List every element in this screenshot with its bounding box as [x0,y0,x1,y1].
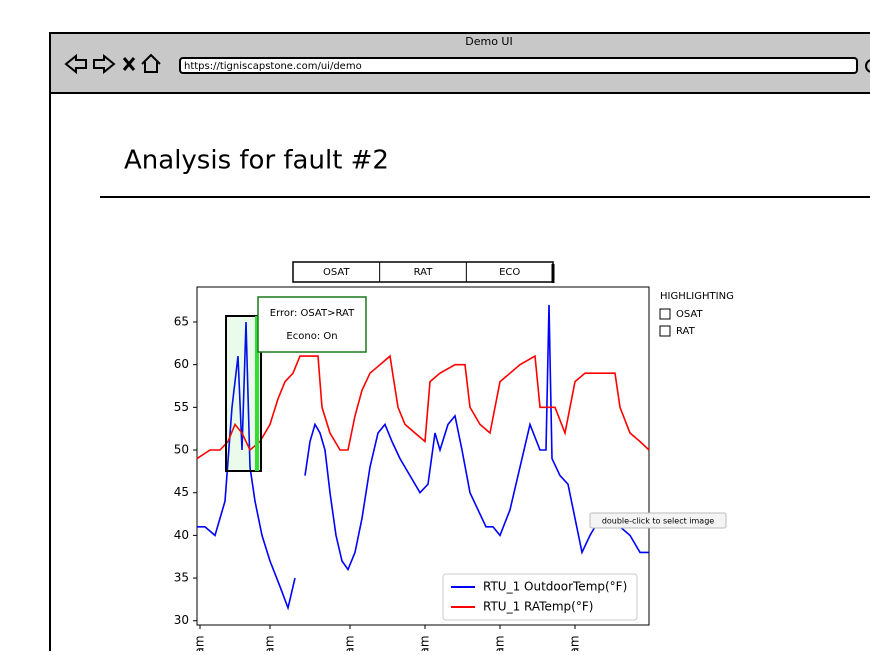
x-tick-label: am [568,635,582,651]
legend-label: RTU_1 RATemp(°F) [483,600,593,614]
home-button[interactable] [141,53,161,73]
y-tick-label: 30 [174,613,189,627]
series-line [197,304,649,611]
legend-label: RTU_1 OutdoorTemp(°F) [483,580,627,594]
highlighting-title: HIGHLIGHTING [660,291,734,302]
y-tick-label: 65 [174,314,189,328]
y-tick-label: 50 [174,443,189,457]
x-tick-label: am [493,635,507,651]
back-button[interactable] [64,53,87,75]
url-text: https://tigniscapstone.com/ui/demo [184,61,362,72]
annotation: Error: OSAT>RAT [270,308,355,319]
y-tick-label: 55 [174,400,189,414]
tab[interactable]: OSAT [323,267,350,278]
stop-button[interactable] [122,57,136,71]
menu-icon[interactable] [865,59,870,73]
annotation: Econo: On [286,331,337,342]
y-tick-label: 60 [174,357,189,371]
y-tick-label: 35 [174,571,189,585]
series-line [196,354,650,460]
forward-button[interactable] [93,53,116,75]
x-tick-label: am [343,635,357,651]
checkbox-label: RAT [676,326,696,337]
tooltip: double-click to select image [602,517,714,526]
url-bar[interactable] [179,57,858,74]
tab[interactable]: RAT [414,267,434,278]
y-tick-label: 45 [174,485,189,499]
x-tick-label: am [418,635,432,651]
tooltip-box [589,512,727,529]
legend [442,573,638,621]
browser-title: Demo UI [465,35,512,48]
page-heading: Analysis for fault #2 [124,146,389,176]
annotation-box [257,296,367,353]
tab[interactable]: ECO [499,267,520,278]
checkbox-label: OSAT [676,309,703,320]
checkbox[interactable] [659,325,671,337]
y-tick-label: 40 [174,528,189,542]
checkbox[interactable] [659,308,671,320]
x-tick-label: am [193,635,207,651]
x-tick-label: am [263,635,277,651]
